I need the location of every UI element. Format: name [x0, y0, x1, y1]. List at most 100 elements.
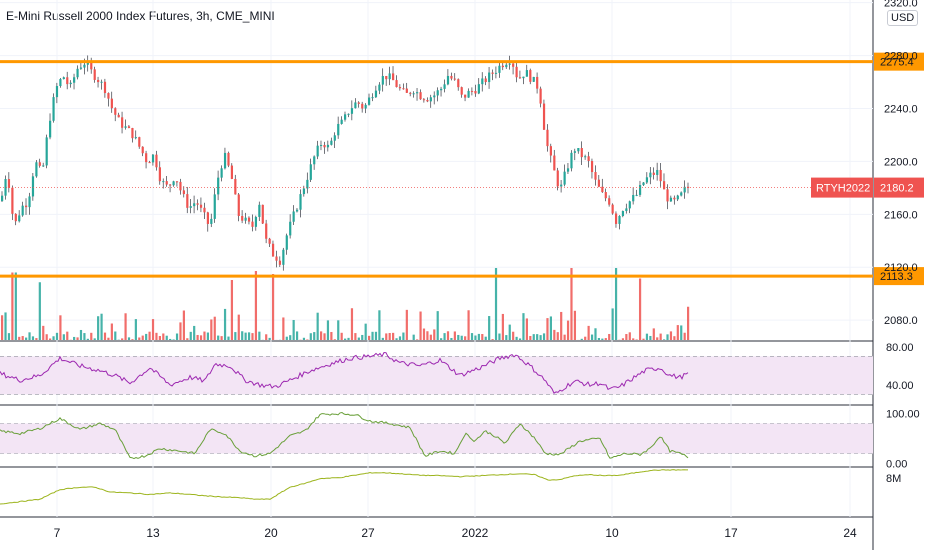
- candle-body: [539, 88, 542, 104]
- candle-body: [354, 102, 357, 109]
- volume-bar: [213, 316, 216, 340]
- volume-bar: [172, 339, 175, 340]
- volume-bar: [258, 331, 261, 340]
- volume-bar: [553, 329, 556, 340]
- hline-price-tag: [874, 267, 924, 286]
- candle-body: [385, 75, 388, 80]
- candle-body: [86, 62, 89, 65]
- candle-body: [254, 216, 258, 227]
- volume-bar: [556, 332, 559, 340]
- volume-bar: [676, 325, 679, 340]
- candle-body: [42, 165, 45, 167]
- volume-bar: [165, 335, 168, 340]
- candle-body: [127, 126, 131, 129]
- volume-bar: [79, 329, 83, 340]
- volume-bar: [45, 334, 48, 340]
- time-tick-label: 10: [605, 526, 619, 540]
- volume-bar: [680, 325, 683, 340]
- currency-button[interactable]: USD: [887, 10, 919, 26]
- horizontal-lines[interactable]: 2275.4 2113.3: [0, 52, 924, 286]
- candle-body: [529, 70, 532, 82]
- candle-body: [83, 64, 86, 68]
- candle-body: [141, 146, 144, 154]
- volume-bar: [90, 332, 93, 340]
- volume-bar: [628, 332, 631, 340]
- candle-body: [467, 90, 470, 98]
- candle-body: [597, 179, 601, 187]
- candle-body: [289, 221, 292, 236]
- candle-body: [21, 205, 24, 216]
- volume-bar: [580, 338, 583, 340]
- volume-bar: [319, 331, 323, 340]
- candle-body: [635, 194, 638, 196]
- candle-body: [114, 108, 117, 115]
- candle-body: [429, 97, 432, 102]
- candle-body: [398, 87, 402, 89]
- candle-body: [659, 169, 662, 182]
- volume-bar: [446, 331, 450, 340]
- candle-body: [285, 235, 288, 250]
- candle-body: [309, 164, 312, 180]
- last-price-tag: [874, 177, 924, 198]
- candle-body: [470, 90, 474, 92]
- volume-bar: [453, 331, 456, 340]
- volume-bar: [433, 329, 436, 340]
- volume-bar: [488, 316, 491, 340]
- candle-body: [271, 243, 275, 257]
- volume-bar: [323, 333, 326, 340]
- volume-bar: [344, 338, 347, 340]
- candle-body: [628, 201, 631, 209]
- volume-bar: [62, 334, 65, 340]
- volume-bar: [241, 331, 244, 340]
- volume-bar: [76, 337, 79, 340]
- candle-body: [241, 215, 244, 221]
- candle-body: [645, 177, 649, 183]
- volume-bar: [457, 334, 460, 340]
- volume-bar: [381, 337, 384, 340]
- candle-body: [450, 75, 453, 79]
- volume-bar: [289, 335, 292, 340]
- volume-bar: [265, 334, 268, 340]
- volume-bar: [542, 333, 546, 340]
- candle-body: [210, 218, 213, 224]
- volume-bar: [282, 317, 285, 340]
- volume-bar: [563, 334, 566, 340]
- candle-body: [378, 84, 381, 91]
- candle-body: [340, 119, 343, 124]
- volume-bar: [412, 334, 415, 340]
- candle-body: [498, 65, 501, 73]
- candle-body: [621, 211, 625, 216]
- volume-bar: [230, 280, 234, 340]
- volume-bar: [392, 332, 395, 340]
- volume-bar: [199, 335, 203, 340]
- volume-bar: [55, 332, 59, 340]
- volume-bar: [31, 336, 35, 340]
- volume-bar: [169, 338, 172, 340]
- volume-bar: [309, 333, 312, 340]
- candle-body: [319, 144, 323, 146]
- volume-bar: [306, 339, 309, 340]
- candle-body: [347, 113, 350, 115]
- volume-bar: [419, 311, 422, 340]
- volume-bar: [49, 338, 52, 340]
- volume-bar: [522, 313, 525, 340]
- candle-body: [121, 117, 124, 128]
- candle-body: [59, 79, 62, 87]
- time-tick-label: 17: [724, 526, 738, 540]
- candle-body: [158, 167, 161, 182]
- volume-bar: [141, 335, 144, 340]
- time-tick-label: 13: [146, 526, 160, 540]
- candles: [1, 55, 690, 271]
- candle-body: [244, 217, 247, 221]
- volume-bar: [632, 338, 635, 340]
- candle-body: [199, 204, 203, 208]
- symbol-tag-label: RTYH2022: [816, 183, 870, 195]
- candle-body: [357, 102, 360, 104]
- volume-bar: [206, 332, 209, 340]
- candle-body: [542, 103, 546, 130]
- volume-bar: [114, 331, 117, 340]
- candle-body: [491, 72, 494, 74]
- price-tick-label: 2160.0: [884, 209, 918, 221]
- candle-body: [169, 184, 172, 186]
